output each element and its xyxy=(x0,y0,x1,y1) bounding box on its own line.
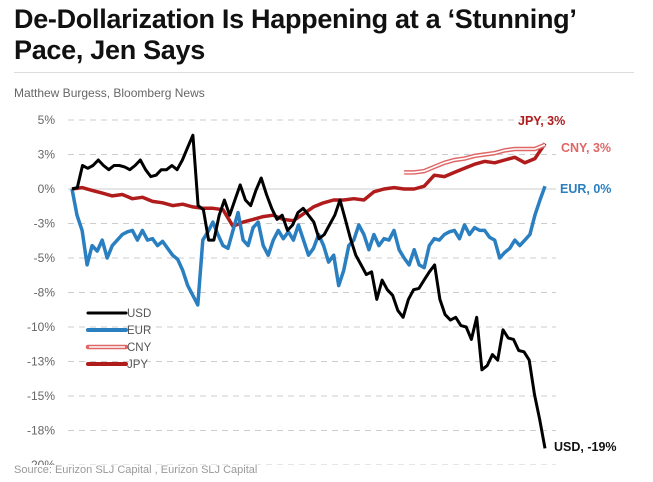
legend-label-eur: EUR xyxy=(127,325,151,337)
legend-label-usd: USD xyxy=(127,308,151,320)
divider xyxy=(14,72,634,73)
headline: De-Dollarization Is Happening at a ‘Stun… xyxy=(14,4,576,65)
end-label-usd: USD, -19% xyxy=(554,440,617,454)
byline: Matthew Burgess, Bloomberg News xyxy=(14,86,205,100)
y-tick-label: -3% xyxy=(34,217,56,231)
series-line-usd xyxy=(71,133,547,449)
y-tick-label: -15% xyxy=(27,389,55,403)
y-tick-label: 0% xyxy=(38,182,56,196)
series-line-eur xyxy=(70,185,547,307)
y-tick-label: -20% xyxy=(27,458,55,465)
series-line-cny-inner xyxy=(404,144,546,174)
end-label-cny: CNY, 3% xyxy=(561,141,611,155)
legend-label-cny: CNY xyxy=(127,342,152,354)
end-label-jpy: JPY, 3% xyxy=(518,114,565,128)
y-tick-label: -13% xyxy=(27,355,55,369)
y-tick-label: -18% xyxy=(27,424,55,438)
source-note: Source: Eurizon SLJ Capital , Eurizon SL… xyxy=(14,464,258,476)
y-tick-label: 3% xyxy=(38,148,56,162)
y-tick-label: 5% xyxy=(38,113,56,127)
end-label-eur: EUR, 0% xyxy=(560,182,611,196)
series-line-jpy xyxy=(71,142,547,229)
y-tick-label: -8% xyxy=(34,286,56,300)
legend-label-jpy: JPY xyxy=(127,359,148,371)
y-tick-label: -5% xyxy=(34,251,56,265)
y-tick-label: -10% xyxy=(27,320,55,334)
line-chart: 5% 3% 0% -3% -5% -8% -10% -13% -15% -18% -20% USD E… xyxy=(27,113,617,465)
